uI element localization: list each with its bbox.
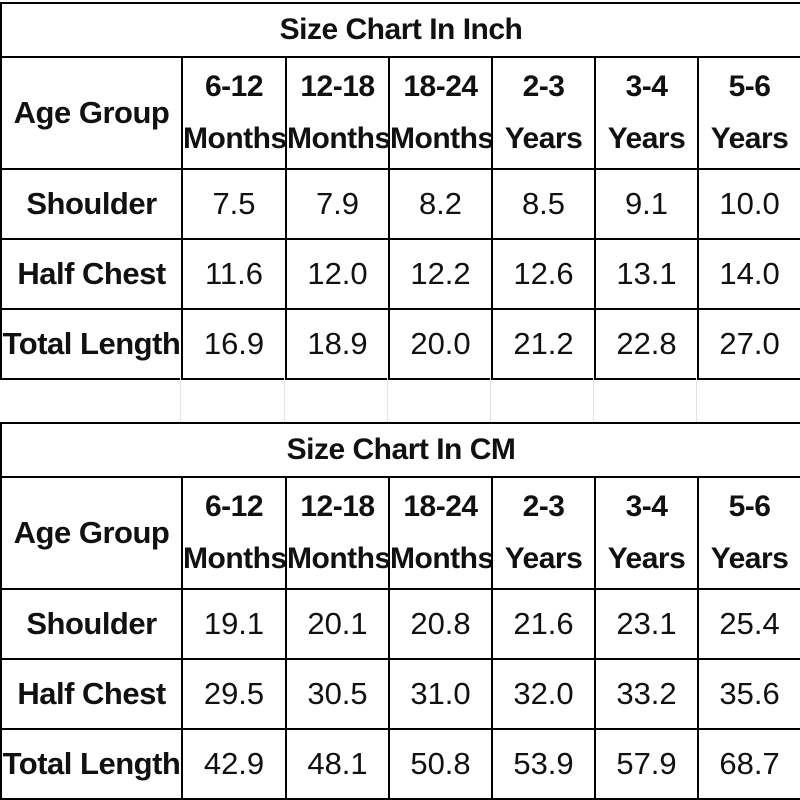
table-row: Total Length 42.9 48.1 50.8 53.9 57.9 68.7 — [0, 728, 800, 800]
column-header: 3-4 Years — [594, 56, 699, 170]
row-label: Shoulder — [0, 588, 183, 660]
age-range: 5-6 — [728, 70, 771, 103]
age-unit: Months — [390, 122, 492, 155]
age-unit: Months — [183, 122, 286, 155]
table-row: Half Chest 29.5 30.5 31.0 32.0 33.2 35.6 — [0, 658, 800, 730]
table-cell: 21.2 — [491, 308, 596, 380]
table-cell: 16.9 — [181, 308, 287, 380]
table-cell: 8.2 — [388, 168, 493, 240]
age-unit: Months — [287, 122, 389, 155]
column-header: 12-18 Months — [285, 56, 390, 170]
size-chart-cm: Size Chart In CM Age Group 6-12 Months 12-18… — [0, 422, 800, 800]
age-range: 12-18 — [300, 490, 375, 523]
table-row: Total Length 16.9 18.9 20.0 21.2 22.8 27.0 — [0, 308, 800, 380]
table-cell: 20.1 — [285, 588, 390, 660]
age-unit: Years — [607, 122, 686, 155]
table-cell: 42.9 — [181, 728, 287, 800]
table-cell: 29.5 — [181, 658, 287, 730]
row-label: Half Chest — [0, 238, 183, 310]
age-group-header: Age Group — [0, 56, 183, 170]
age-range: 6-12 — [204, 490, 264, 523]
table-cell: 33.2 — [594, 658, 699, 730]
table-cell: 57.9 — [594, 728, 699, 800]
row-label: Shoulder — [0, 168, 183, 240]
table-cell: 22.8 — [594, 308, 699, 380]
table-cell: 50.8 — [388, 728, 493, 800]
age-unit: Months — [183, 542, 286, 575]
column-header: 18-24 Months — [388, 476, 493, 590]
age-range: 5-6 — [728, 490, 771, 523]
title-row: Size Chart In CM — [0, 422, 800, 478]
column-header: 2-3 Years — [491, 56, 596, 170]
table-cell: 12.0 — [285, 238, 390, 310]
table-cell: 53.9 — [491, 728, 596, 800]
header-row: Age Group 6-12 Months 12-18 Months 18-24 Month… — [0, 56, 800, 170]
table-row: Shoulder 19.1 20.1 20.8 21.6 23.1 25.4 — [0, 588, 800, 660]
age-unit: Years — [710, 122, 789, 155]
row-label: Total Length — [0, 728, 183, 800]
spacer-row — [0, 378, 800, 422]
column-header: 6-12 Months — [181, 476, 287, 590]
column-header: 12-18 Months — [285, 476, 390, 590]
table-cell: 18.9 — [285, 308, 390, 380]
table-cell: 19.1 — [181, 588, 287, 660]
table-cell: 21.6 — [491, 588, 596, 660]
table-cell: 23.1 — [594, 588, 699, 660]
table-cell: 12.2 — [388, 238, 493, 310]
table-row: Shoulder 7.5 7.9 8.2 8.5 9.1 10.0 — [0, 168, 800, 240]
table-cell: 7.5 — [181, 168, 287, 240]
table-cell: 7.9 — [285, 168, 390, 240]
age-range: 12-18 — [300, 70, 375, 103]
column-header: 3-4 Years — [594, 476, 699, 590]
age-range: 18-24 — [403, 490, 478, 523]
table-cell: 25.4 — [696, 588, 800, 660]
age-unit: Months — [390, 542, 492, 575]
age-range: 3-4 — [625, 490, 668, 523]
table-cell: 31.0 — [388, 658, 493, 730]
table-cell: 32.0 — [491, 658, 596, 730]
table-cell: 30.5 — [285, 658, 390, 730]
column-header: 5-6 Years — [696, 56, 800, 170]
column-header: 18-24 Months — [388, 56, 493, 170]
size-chart-inch: Size Chart In Inch Age Group 6-12 Months 12-… — [0, 2, 800, 380]
age-range: 3-4 — [625, 70, 668, 103]
column-header: 6-12 Months — [181, 56, 287, 170]
age-range: 18-24 — [403, 70, 478, 103]
table-title: Size Chart In Inch — [0, 2, 800, 58]
table-cell: 14.0 — [696, 238, 800, 310]
table-cell: 20.8 — [388, 588, 493, 660]
table-cell: 8.5 — [491, 168, 596, 240]
table-row: Half Chest 11.6 12.0 12.2 12.6 13.1 14.0 — [0, 238, 800, 310]
table-cell: 11.6 — [181, 238, 287, 310]
header-row: Age Group 6-12 Months 12-18 Months 18-24 Month… — [0, 476, 800, 590]
age-unit: Years — [504, 542, 583, 575]
table-cell: 20.0 — [388, 308, 493, 380]
row-label: Half Chest — [0, 658, 183, 730]
table-cell: 13.1 — [594, 238, 699, 310]
table-cell: 48.1 — [285, 728, 390, 800]
column-header: 2-3 Years — [491, 476, 596, 590]
column-header: 5-6 Years — [696, 476, 800, 590]
table-title: Size Chart In CM — [0, 422, 800, 478]
table-cell: 27.0 — [696, 308, 800, 380]
title-row: Size Chart In Inch — [0, 2, 800, 58]
age-unit: Months — [287, 542, 389, 575]
age-unit: Years — [710, 542, 789, 575]
table-cell: 9.1 — [594, 168, 699, 240]
age-unit: Years — [504, 122, 583, 155]
age-unit: Years — [607, 542, 686, 575]
age-range: 6-12 — [204, 70, 264, 103]
table-cell: 10.0 — [696, 168, 800, 240]
age-range: 2-3 — [522, 490, 565, 523]
table-cell: 68.7 — [696, 728, 800, 800]
row-label: Total Length — [0, 308, 183, 380]
age-group-header: Age Group — [0, 476, 183, 590]
age-range: 2-3 — [522, 70, 565, 103]
table-cell: 35.6 — [696, 658, 800, 730]
table-cell: 12.6 — [491, 238, 596, 310]
